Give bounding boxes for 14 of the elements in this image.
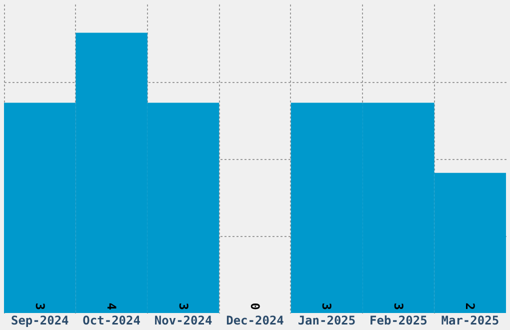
x-tick-label: Oct-2024 xyxy=(82,314,140,328)
x-tick-label: Mar-2025 xyxy=(441,314,500,328)
x-tick-label: Jan-2025 xyxy=(298,314,356,328)
x-tick-label: Dec-2024 xyxy=(226,314,284,328)
x-tick-label: Feb-2025 xyxy=(370,314,428,328)
data-label: 2 xyxy=(463,302,478,310)
x-tick-label: Nov-2024 xyxy=(154,314,212,328)
data-label: 3 xyxy=(391,302,406,310)
data-label: 3 xyxy=(320,302,334,310)
data-label: 3 xyxy=(176,302,190,310)
data-label: 0 xyxy=(248,302,262,310)
data-label: 4 xyxy=(104,302,119,310)
data-label: 3 xyxy=(32,302,47,310)
x-tick-label: Sep-2024 xyxy=(10,314,69,328)
